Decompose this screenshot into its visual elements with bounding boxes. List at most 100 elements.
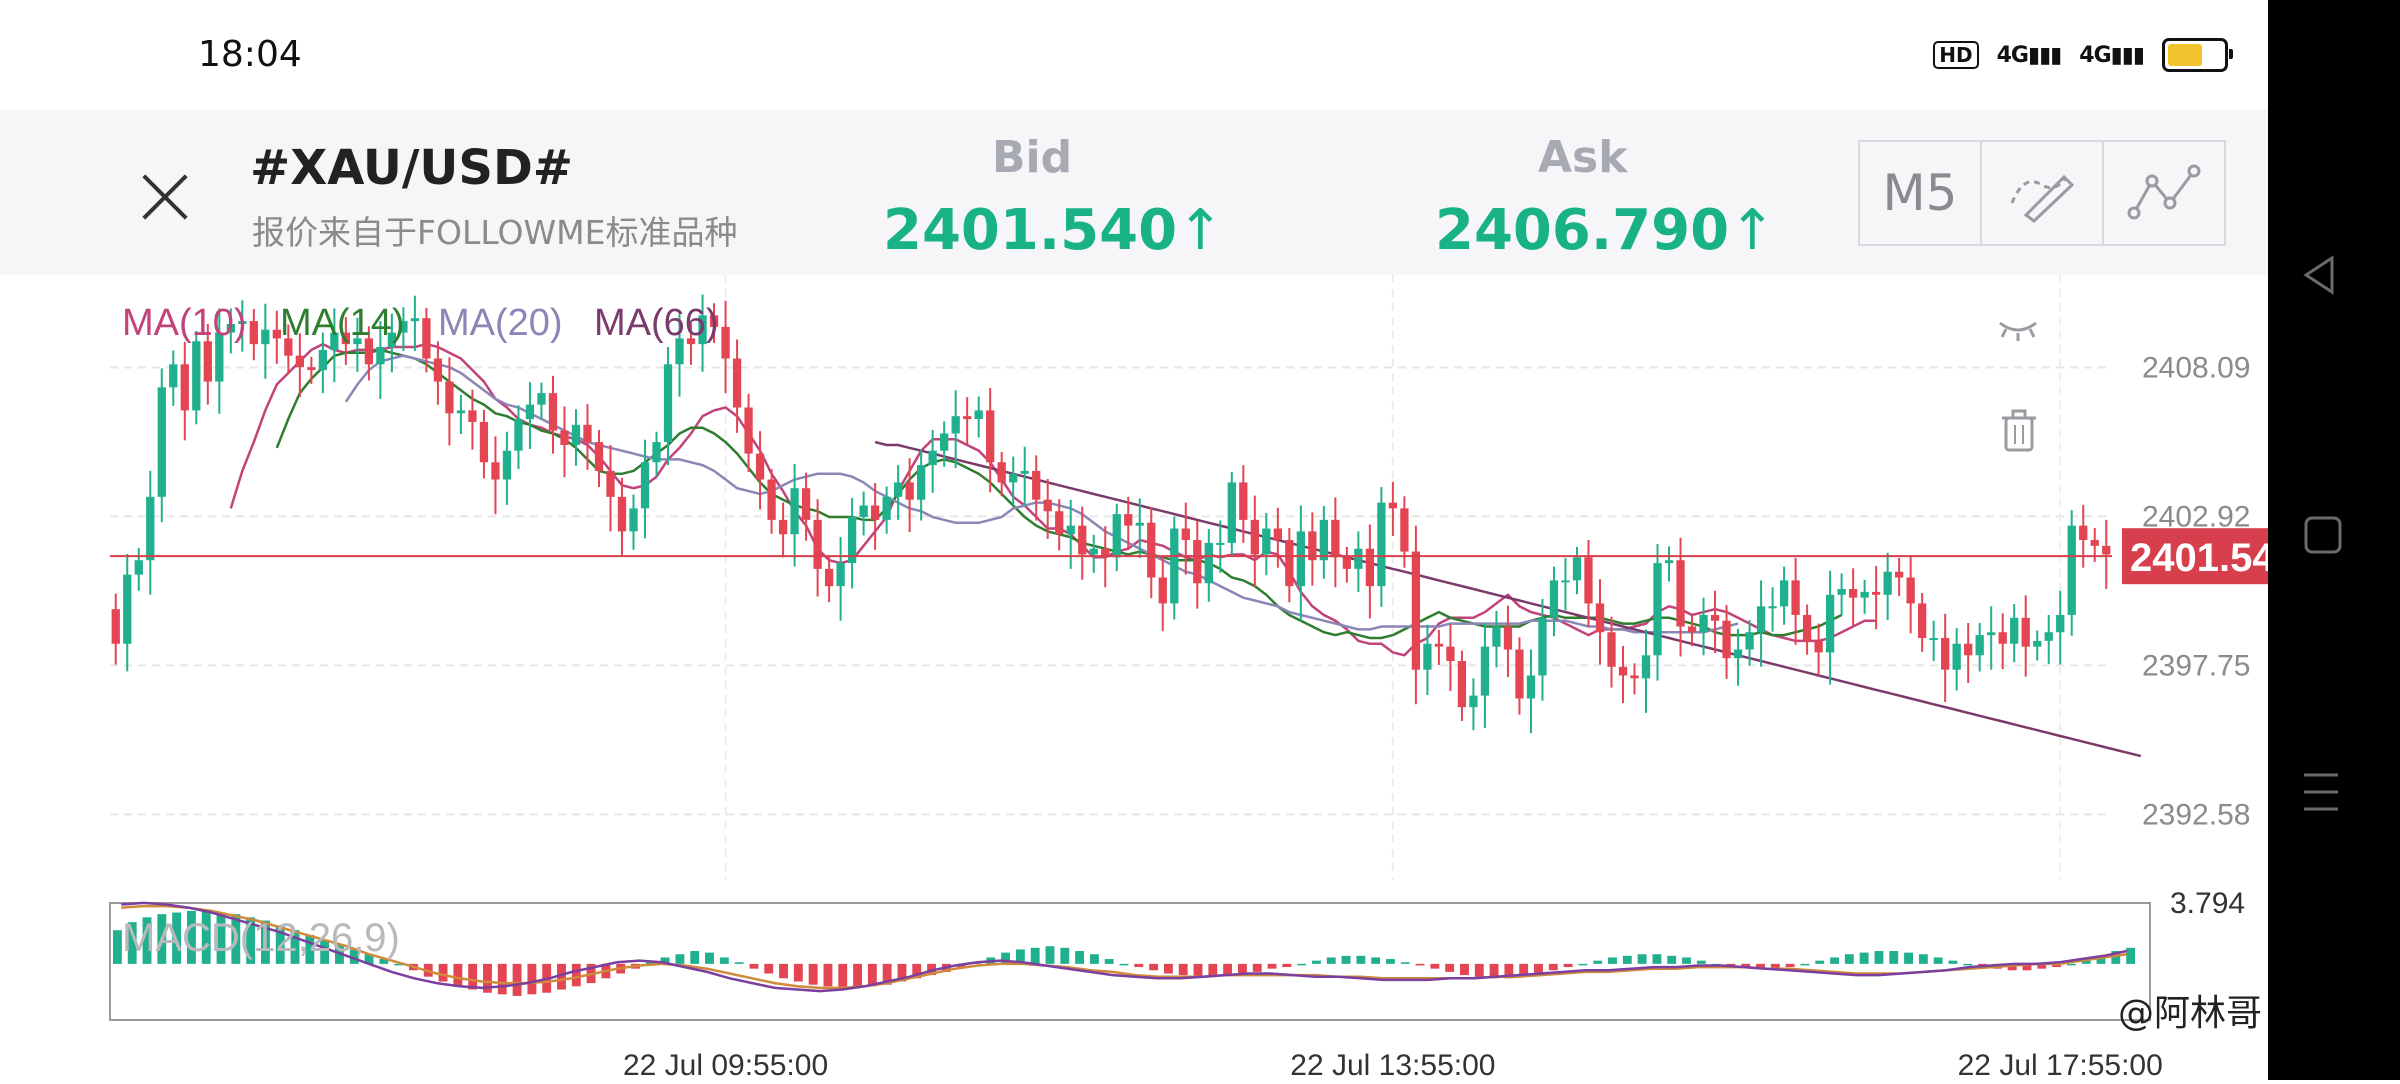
- macd-histogram-bar: [1785, 963, 1795, 968]
- candle-body: [1641, 655, 1651, 679]
- macd-histogram-bar: [734, 962, 744, 964]
- up-arrow-icon: ↑: [1177, 198, 1224, 263]
- candle-body: [1170, 528, 1179, 604]
- candle-body: [1400, 508, 1409, 552]
- candle-body: [2067, 525, 2076, 615]
- draw-brush-icon[interactable]: [1982, 142, 2104, 244]
- macd-histogram-bar: [1770, 963, 1780, 969]
- macd-histogram-bar: [808, 963, 818, 985]
- candle-body: [824, 568, 834, 587]
- candle-body: [1446, 646, 1455, 662]
- macd-histogram-bar: [882, 963, 892, 985]
- macd-histogram-bar: [260, 920, 270, 964]
- candle-body: [1918, 603, 1927, 638]
- candle-body: [940, 433, 949, 451]
- candle-body: [1055, 511, 1064, 535]
- menu-lines-icon[interactable]: [2304, 773, 2338, 811]
- candle-body: [307, 367, 316, 371]
- macd-histogram-bar: [1696, 960, 1706, 964]
- candle-body: [525, 404, 535, 420]
- macd-histogram-bar: [897, 963, 907, 982]
- candle-body: [836, 563, 845, 587]
- price-chart[interactable]: 2401.54 2408.09 2402.92 2397.75 2392.58 22 Ju…: [0, 275, 2268, 1080]
- timeframe-button[interactable]: M5: [1860, 142, 1982, 244]
- eye-icon[interactable]: [1999, 321, 2037, 341]
- macd-histogram-bar: [1489, 963, 1499, 979]
- macd-histogram-bar: [112, 930, 122, 964]
- candle-body: [548, 393, 558, 431]
- macd-histogram-bar: [1474, 963, 1484, 977]
- macd-histogram-bar: [1134, 963, 1144, 968]
- macd-histogram-bar: [764, 963, 774, 974]
- candle-body: [917, 465, 926, 500]
- candle-body: [813, 519, 822, 569]
- candle-body: [226, 323, 235, 333]
- candle-body: [1860, 591, 1869, 598]
- status-time: 18:04: [198, 34, 302, 75]
- macd-histogram-bar: [275, 925, 285, 964]
- macd-histogram-bar: [2096, 955, 2106, 964]
- close-button[interactable]: [130, 162, 200, 232]
- macd-histogram-bar: [557, 963, 566, 990]
- candle-body: [928, 450, 937, 466]
- candle-body: [1722, 620, 1731, 659]
- candle-body: [1745, 632, 1754, 650]
- macd-histogram-bar: [1237, 963, 1247, 974]
- macd-histogram-bar: [675, 954, 685, 964]
- signal-4g-icon: 4G▮▮▮: [1996, 42, 2063, 68]
- macd-histogram-bar: [1386, 959, 1395, 964]
- macd-histogram-bar: [320, 939, 330, 964]
- candle-body: [1791, 580, 1800, 615]
- candle-body: [318, 349, 327, 371]
- candle-body: [1216, 542, 1225, 545]
- candle-body: [1710, 614, 1720, 621]
- candle-body: [1434, 643, 1444, 647]
- macd-histogram-bar: [1371, 957, 1381, 964]
- candle-body: [1975, 635, 1984, 656]
- back-triangle-icon[interactable]: [2303, 255, 2334, 295]
- candle-body: [1676, 560, 1685, 627]
- candle-body: [778, 519, 788, 535]
- home-square-icon[interactable]: [2304, 516, 2342, 554]
- candle-body: [905, 482, 914, 500]
- candle-body: [1492, 626, 1501, 647]
- macd-histogram-bar: [1208, 963, 1218, 977]
- macd-histogram-bar: [1267, 963, 1277, 969]
- macd-histogram-bar: [1400, 962, 1410, 964]
- draw-brush-svg: [2010, 174, 2075, 223]
- candle-body: [1733, 649, 1743, 659]
- macd-histogram-bar: [1504, 963, 1514, 979]
- candle-body: [249, 321, 258, 345]
- macd-histogram-bar: [1578, 963, 1588, 966]
- current-price-label: 2401.54: [2130, 536, 2268, 580]
- candle-body: [537, 393, 546, 405]
- candle-body: [1112, 514, 1121, 558]
- macd-histogram-bar: [201, 910, 211, 964]
- macd-histogram-bar: [1178, 963, 1188, 976]
- candle-body: [261, 329, 270, 345]
- candle-body: [1020, 470, 1029, 474]
- candle-body: [1239, 482, 1248, 520]
- macd-histogram-bar: [1001, 952, 1011, 964]
- candle-body: [767, 479, 776, 520]
- macd-frame: [109, 902, 2151, 1021]
- macd-histogram-bar: [1889, 951, 1899, 964]
- candle-body: [353, 338, 362, 345]
- candle-body: [1009, 473, 1018, 483]
- macd-histogram-bar: [1045, 946, 1055, 964]
- macd-line: [121, 901, 2127, 993]
- trash-icon[interactable]: [2002, 409, 2036, 452]
- candle-body: [1584, 557, 1593, 604]
- candle-body: [1768, 606, 1777, 609]
- candle-body: [1653, 563, 1662, 656]
- candle-body: [1331, 519, 1340, 558]
- indicator-line-icon[interactable]: [2104, 142, 2224, 244]
- nav-bar: [2268, 0, 2400, 1080]
- candle-body: [1883, 571, 1892, 595]
- macd-histogram-bar: [660, 957, 670, 964]
- macd-histogram-bar: [1149, 963, 1159, 971]
- legend-ma14: MA(14): [280, 302, 405, 344]
- macd-histogram-bar: [1193, 963, 1203, 977]
- candle-body: [514, 419, 523, 451]
- candle-body: [1147, 522, 1156, 578]
